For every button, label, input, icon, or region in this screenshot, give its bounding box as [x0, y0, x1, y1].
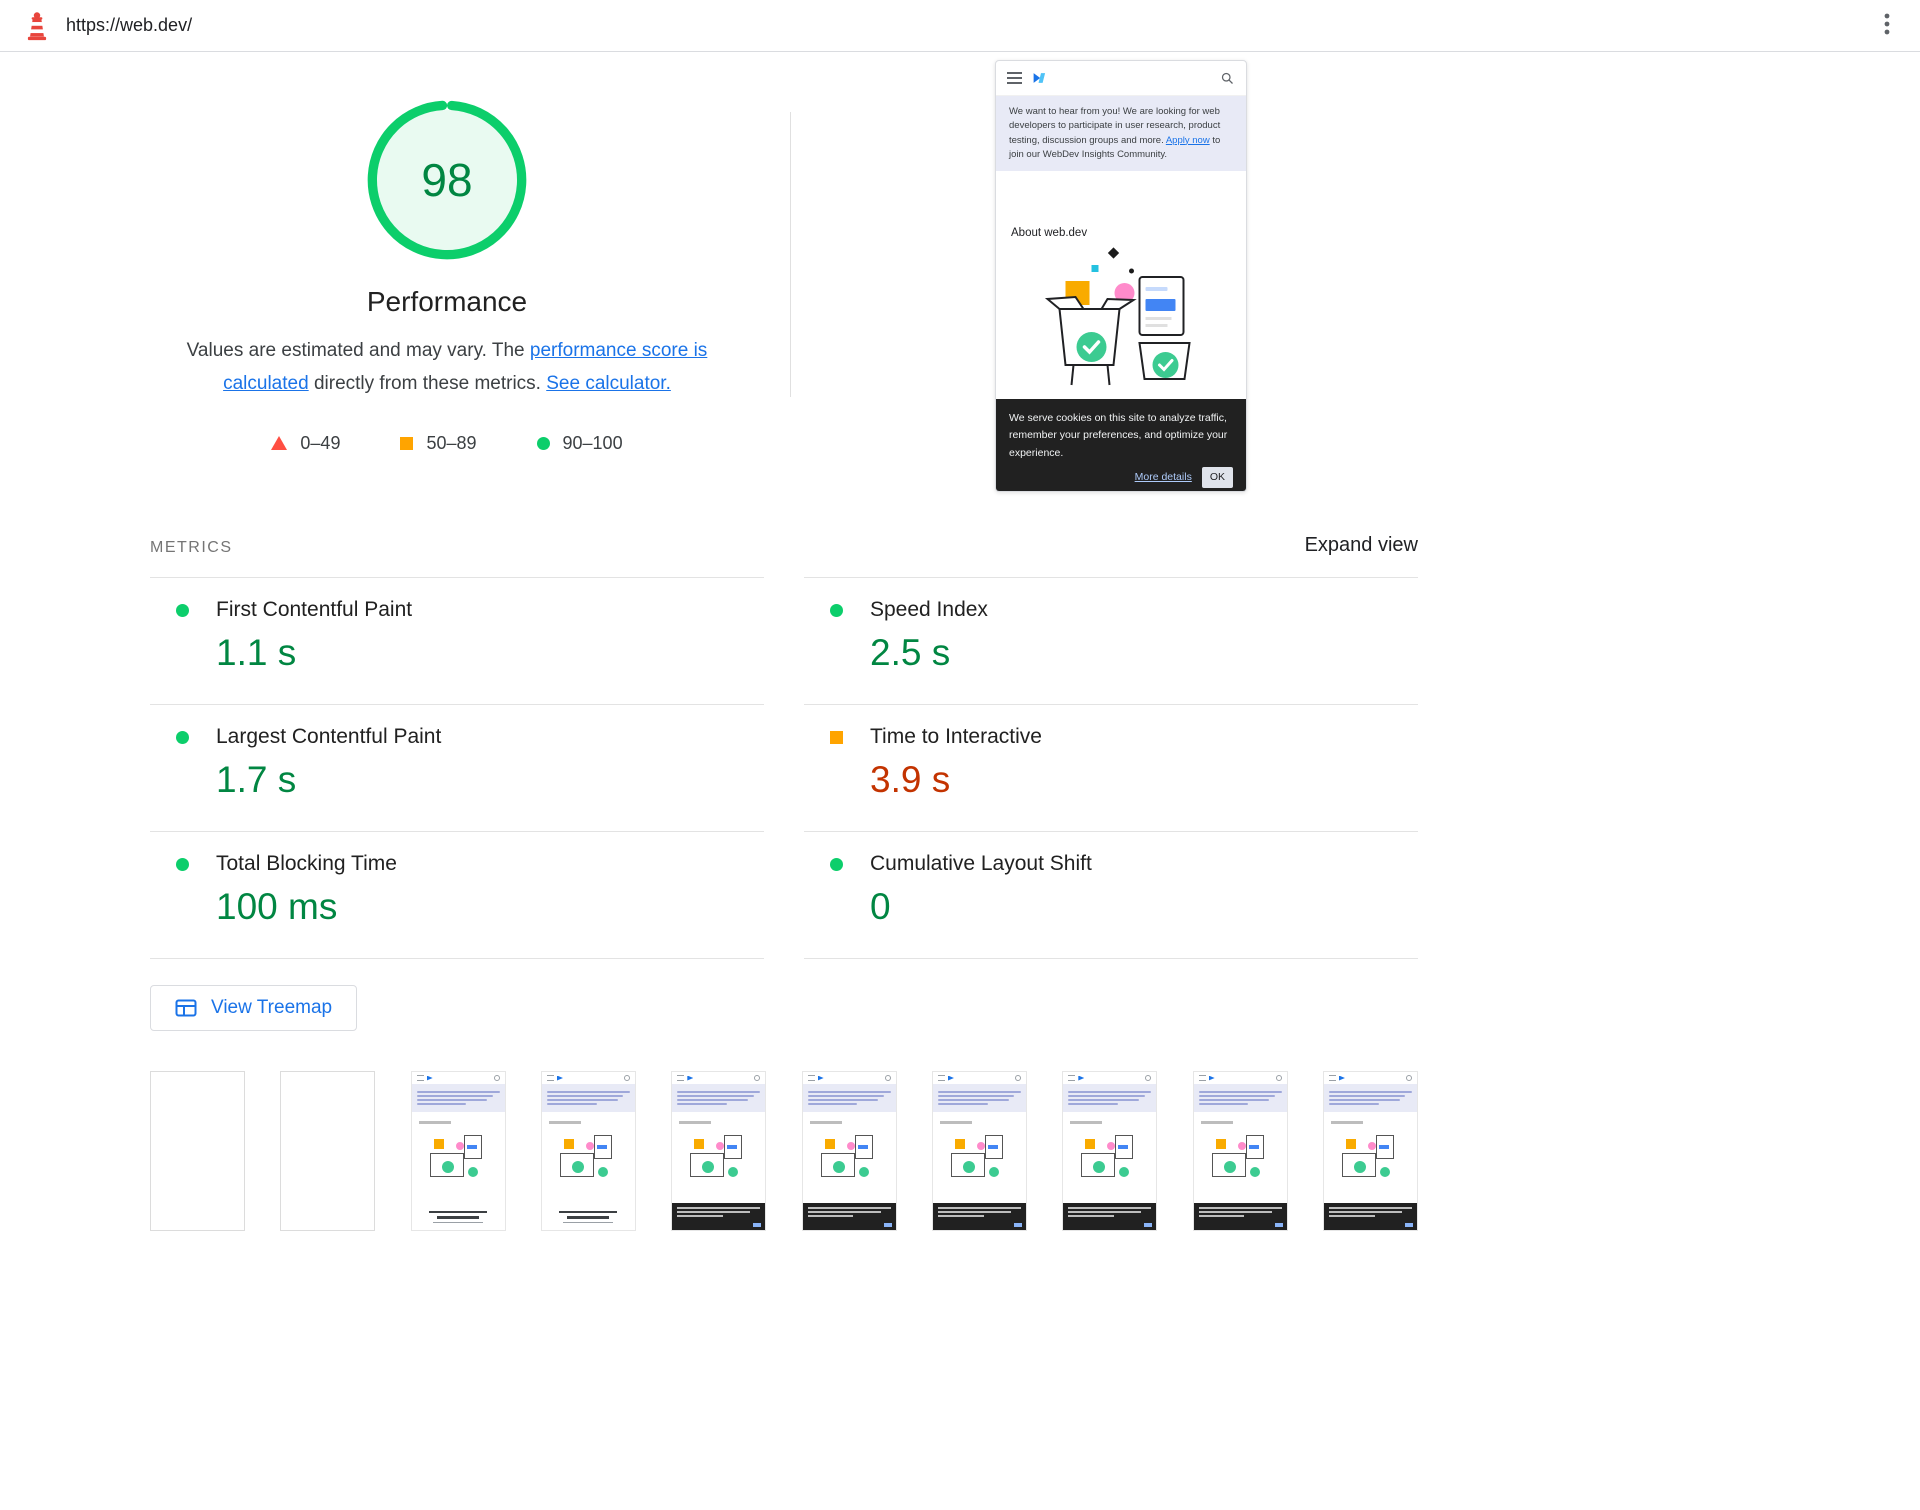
preview-about-heading: About web.dev [1011, 227, 1088, 239]
metric-status-icon [830, 603, 843, 617]
treemap-icon [175, 999, 197, 1017]
see-calculator-link[interactable]: See calculator. [546, 373, 671, 395]
pass-circle-icon [536, 436, 550, 450]
filmstrip-frame [671, 1071, 767, 1231]
metrics-section: METRICS Expand view First Contentful Pai… [150, 534, 1418, 959]
score-calculation-link[interactable]: performance score is calculated [223, 340, 708, 395]
metric-status-icon [176, 857, 189, 871]
expand-view-toggle[interactable]: Expand view [1304, 534, 1418, 556]
performance-score: 98 [421, 154, 473, 206]
filmstrip-frame [280, 1071, 376, 1231]
more-details-link: More details [1134, 470, 1192, 483]
metric-first-contentful-paint: First Contentful Paint 1.1 s [150, 577, 764, 704]
metric-value: 100 ms [216, 886, 338, 927]
filmstrip-frame [931, 1071, 1027, 1231]
kebab-menu-icon[interactable] [1878, 7, 1896, 44]
performance-title: Performance [366, 286, 528, 317]
report-url[interactable]: https://web.dev/ [66, 15, 193, 35]
filmstrip-frame [1322, 1071, 1418, 1231]
metric-name: Cumulative Layout Shift [870, 852, 1092, 875]
page-screenshot-preview: We want to hear from you! We are looking… [995, 60, 1247, 492]
metric-name: Time to Interactive [870, 725, 1042, 748]
filmstrip-frame [410, 1071, 506, 1231]
preview-illustration [996, 247, 1246, 399]
metrics-grid: First Contentful Paint 1.1 s Speed Index… [150, 577, 1418, 959]
cookie-ok-button: OK [1201, 466, 1233, 489]
metric-value: 2.5 s [870, 632, 951, 673]
topbar: https://web.dev/ [0, 0, 1920, 52]
apply-now-link: Apply now [1165, 134, 1210, 146]
webdev-logo-icon [1032, 72, 1050, 84]
metric-status-icon [830, 730, 843, 744]
metric-time-to-interactive: Time to Interactive 3.9 s [804, 704, 1418, 831]
metrics-section-title: METRICS [150, 539, 233, 556]
filmstrip-frame [1062, 1071, 1158, 1231]
metric-name: Speed Index [870, 598, 988, 621]
average-square-icon [400, 436, 414, 450]
metric-name: Largest Contentful Paint [216, 725, 442, 748]
legend-average-range: 50–89 [400, 432, 477, 454]
lighthouse-icon [24, 11, 50, 41]
filmstrip [150, 1071, 1418, 1231]
vertical-divider [790, 112, 791, 397]
score-legend: 0–49 50–89 90–100 [271, 432, 623, 454]
view-treemap-button[interactable]: View Treemap [150, 985, 358, 1031]
filmstrip-frame [1192, 1071, 1288, 1231]
performance-gauge[interactable]: 98 [367, 100, 527, 260]
search-icon [1220, 71, 1235, 86]
metric-cumulative-layout-shift: Cumulative Layout Shift 0 [804, 831, 1418, 959]
view-treemap-label: View Treemap [211, 997, 333, 1018]
description-text: directly from these metrics. [308, 373, 547, 395]
metric-status-icon [176, 603, 189, 617]
metric-largest-contentful-paint: Largest Contentful Paint 1.7 s [150, 704, 764, 831]
metric-value: 1.7 s [216, 759, 297, 800]
filmstrip-frame [801, 1071, 897, 1231]
metric-value: 0 [870, 886, 891, 927]
filmstrip-frame [540, 1071, 636, 1231]
banner-text: to join our WebDev Insights Community. [1009, 134, 1221, 160]
metric-speed-index: Speed Index 2.5 s [804, 577, 1418, 704]
cookie-banner: We serve cookies on this site to analyze… [996, 399, 1246, 491]
legend-range-label: 50–89 [426, 432, 477, 453]
preview-header [996, 61, 1246, 96]
metric-status-icon [176, 730, 189, 744]
legend-range-label: 90–100 [562, 432, 623, 453]
hamburger-menu-icon [1007, 72, 1022, 84]
legend-fail-range: 0–49 [271, 433, 340, 454]
performance-summary: 98 Performance Values are estimated and … [0, 52, 1920, 500]
filmstrip-frame [150, 1071, 245, 1231]
legend-range-label: 0–49 [300, 432, 341, 453]
banner-text: We want to hear from you! We are looking… [1009, 106, 1221, 146]
metric-name: Total Blocking Time [216, 852, 397, 875]
preview-research-banner: We want to hear from you! We are looking… [996, 96, 1246, 171]
metric-value: 3.9 s [870, 759, 951, 800]
description-text: Values are estimated and may vary. The [186, 340, 530, 361]
fail-triangle-icon [271, 436, 288, 450]
metric-total-blocking-time: Total Blocking Time 100 ms [150, 831, 764, 959]
legend-pass-range: 90–100 [536, 432, 623, 454]
cookie-text: We serve cookies on this site to analyze… [1009, 412, 1228, 459]
metric-name: First Contentful Paint [216, 598, 413, 621]
score-description: Values are estimated and may vary. The p… [173, 334, 721, 401]
metric-value: 1.1 s [216, 632, 297, 673]
metric-status-icon [830, 857, 843, 871]
